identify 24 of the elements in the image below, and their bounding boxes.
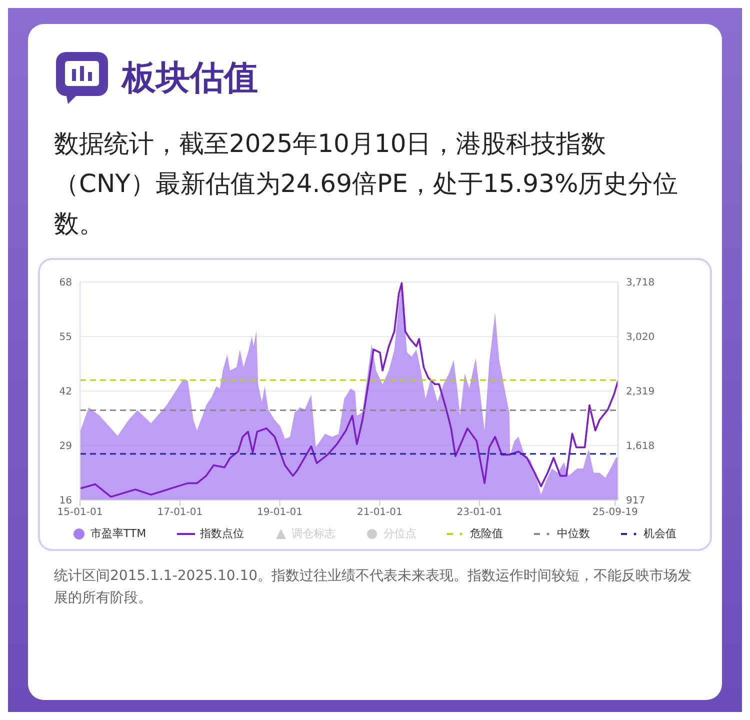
legend-label: 市盈率TTM: [90, 526, 146, 541]
y2-tick-label: 2,319: [626, 386, 655, 398]
chart-subtitle: 数据统计，截至2025年10月10日，港股科技指数（CNY）最新估值为24.69倍PE，处于15.93%历史分位数。: [54, 128, 680, 240]
legend-label: 指数点位: [200, 526, 244, 541]
y-tick-label: 42: [59, 386, 72, 398]
x-tick-label: 23-01-01: [456, 507, 502, 518]
y-tick-label: 68: [59, 278, 72, 289]
text: 统计区间2015.1.1-2025.10.10。指数过往业绩不代表未来表现。指数运作时间较短，不能反映市场发展的所有阶段。: [54, 567, 693, 608]
legend-label: 机会值: [644, 526, 677, 541]
legend-label: 危险值: [470, 526, 504, 541]
y-tick-label: 29: [59, 441, 72, 452]
chart-title: 板块估值: [122, 57, 258, 100]
y2-tick-label: 917: [626, 496, 646, 507]
x-tick-label: 17-01-01: [157, 507, 203, 518]
x-tick-label: 15-01-01: [57, 507, 103, 518]
x-tick-label: 19-01-01: [257, 507, 302, 518]
y-tick-label: 16: [59, 496, 72, 507]
legend-label: 中位数: [556, 526, 590, 541]
y-tick-label: 55: [59, 332, 72, 344]
x-tick-label: 21-01-01: [357, 507, 402, 518]
y2-tick-label: 1,618: [626, 440, 655, 452]
x-tick-label: 25-09-19: [592, 507, 638, 518]
y2-tick-label: 3,718: [626, 278, 655, 289]
y2-tick-label: 3,020: [626, 332, 655, 343]
